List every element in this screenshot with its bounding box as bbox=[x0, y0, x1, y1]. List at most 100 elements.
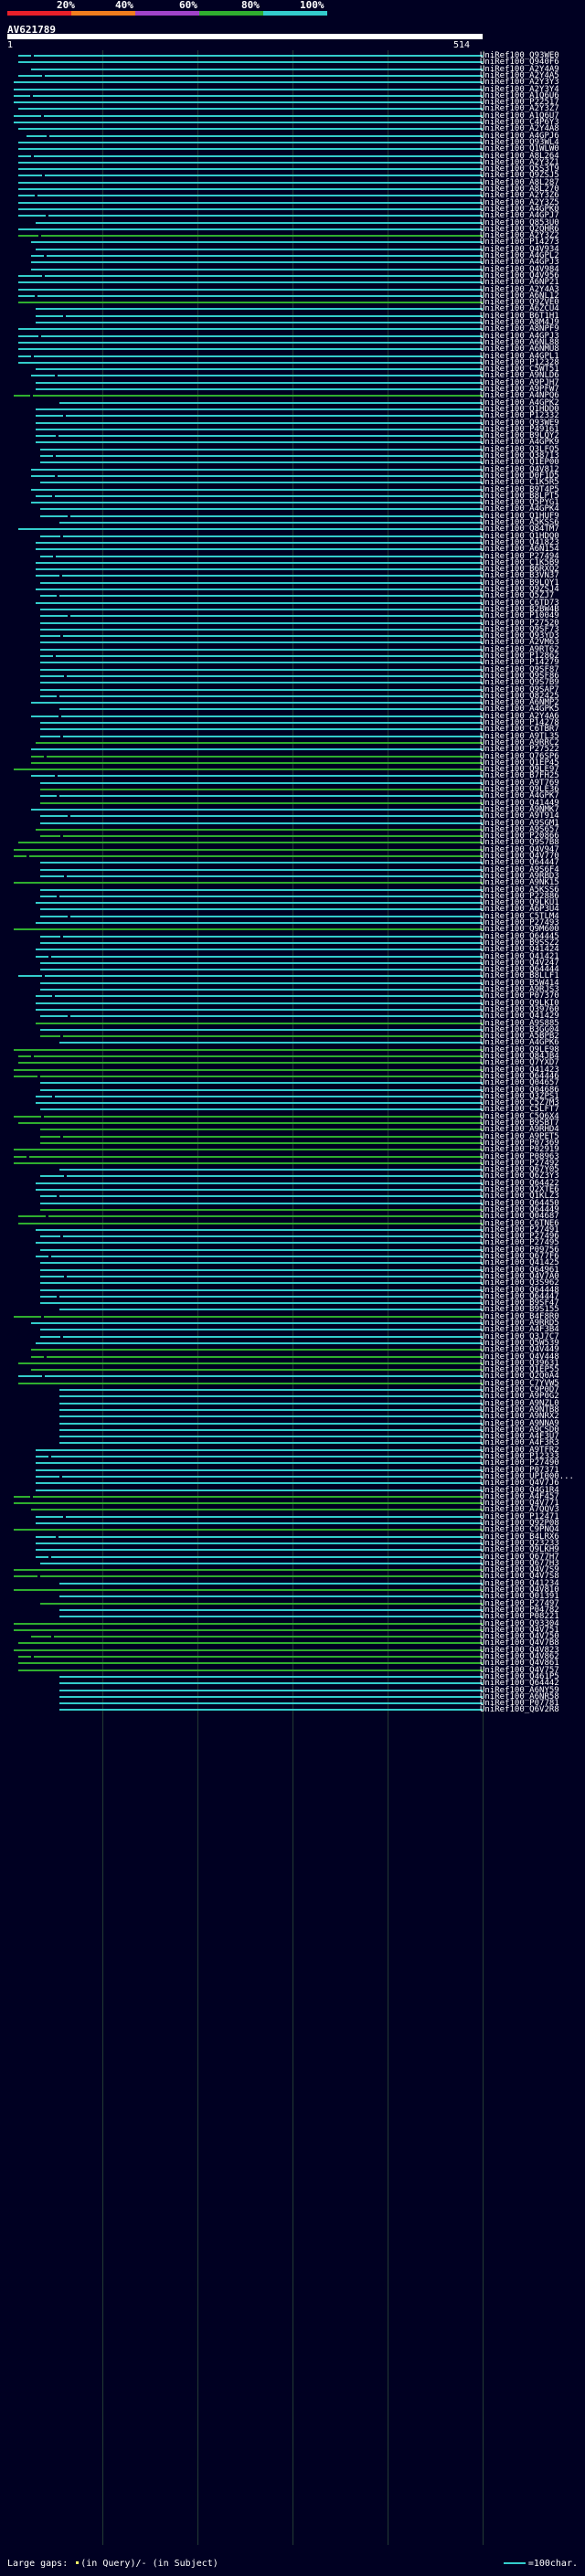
hit-line[interactable] bbox=[36, 1462, 483, 1465]
hit-label[interactable]: UniRef100_P07370 bbox=[480, 991, 559, 1002]
hit-label[interactable]: UniRef100_B9LQY1 bbox=[480, 578, 559, 588]
hit-label[interactable]: UniRef100_P07781 bbox=[480, 1699, 559, 1709]
hit-label[interactable]: UniRef100_Q93YD3 bbox=[480, 631, 559, 641]
hit-label[interactable]: UniRef100_A6NR58 bbox=[480, 1691, 559, 1701]
hit-label[interactable]: UniRef100_C1K5B9 bbox=[480, 557, 559, 567]
hit-line[interactable] bbox=[36, 1008, 483, 1011]
hit-label[interactable]: UniRef100_Q7YXD7 bbox=[480, 1058, 559, 1068]
hit-line[interactable] bbox=[36, 1468, 483, 1471]
hit-line[interactable] bbox=[36, 314, 483, 317]
hit-label[interactable]: UniRef100_P12332 bbox=[480, 411, 559, 421]
hit-label[interactable]: UniRef100_C6TBR7 bbox=[480, 725, 559, 735]
hit-label[interactable]: UniRef100_A4GPK4 bbox=[480, 504, 559, 514]
hit-line[interactable] bbox=[36, 588, 483, 590]
hit-line[interactable] bbox=[40, 1268, 483, 1271]
hit-line[interactable] bbox=[31, 255, 483, 257]
hit-line[interactable] bbox=[31, 1509, 483, 1511]
hit-line[interactable] bbox=[40, 1088, 483, 1091]
hit-label[interactable]: UniRef100_A5KSS6 bbox=[480, 885, 559, 895]
hit-line[interactable] bbox=[36, 381, 483, 384]
hit-line[interactable] bbox=[18, 181, 483, 184]
hit-line[interactable] bbox=[40, 888, 483, 891]
hit-line[interactable] bbox=[18, 288, 483, 291]
hit-label[interactable]: UniRef100_P10049 bbox=[480, 611, 559, 621]
hit-line[interactable] bbox=[40, 961, 483, 964]
hit-label[interactable]: UniRef100_Q1KLZ3 bbox=[480, 1192, 559, 1202]
hit-line[interactable] bbox=[36, 568, 483, 571]
hit-line[interactable] bbox=[36, 388, 483, 390]
hit-label[interactable]: UniRef100_Q4V449 bbox=[480, 1345, 559, 1355]
hit-label[interactable]: UniRef100_A4GPK7 bbox=[480, 791, 559, 801]
hit-line[interactable] bbox=[14, 1628, 483, 1631]
hit-label[interactable]: UniRef100_Q2XTE6 bbox=[480, 1185, 559, 1194]
hit-label[interactable]: UniRef100_B8LLF1 bbox=[480, 971, 559, 981]
hit-label[interactable]: UniRef100_C9P0D7 bbox=[480, 1385, 559, 1394]
hit-label[interactable]: UniRef100_P27497 bbox=[480, 1598, 559, 1608]
hit-line[interactable] bbox=[36, 1189, 483, 1191]
hit-line[interactable] bbox=[40, 908, 483, 911]
hit-line[interactable] bbox=[59, 1608, 483, 1611]
hit-line[interactable] bbox=[31, 268, 483, 270]
hit-line[interactable] bbox=[18, 154, 483, 157]
hit-line[interactable] bbox=[18, 1215, 483, 1218]
hit-label[interactable]: UniRef100_Q677H3 bbox=[480, 1558, 559, 1568]
hit-line[interactable] bbox=[36, 408, 483, 410]
hit-line[interactable] bbox=[40, 1175, 483, 1178]
hit-line[interactable] bbox=[31, 468, 483, 471]
hit-line[interactable] bbox=[40, 1562, 483, 1564]
hit-line[interactable] bbox=[18, 334, 483, 337]
hit-line[interactable] bbox=[31, 1636, 483, 1638]
hit-label[interactable]: UniRef100_P14278 bbox=[480, 718, 559, 727]
hit-label[interactable]: UniRef100_Q4V448 bbox=[480, 1352, 559, 1362]
hit-label[interactable]: UniRef100_P22517 bbox=[480, 98, 559, 108]
hit-label[interactable]: UniRef100_Q41423 bbox=[480, 1065, 559, 1075]
hit-label[interactable]: UniRef100_Q3LFQ5 bbox=[480, 444, 559, 454]
hit-line[interactable] bbox=[59, 1309, 483, 1311]
hit-line[interactable] bbox=[14, 1495, 483, 1498]
hit-line[interactable] bbox=[40, 915, 483, 917]
hit-line[interactable] bbox=[40, 682, 483, 684]
hit-line[interactable] bbox=[18, 274, 483, 277]
hit-label[interactable]: UniRef100_Q461P5 bbox=[480, 1671, 559, 1681]
hit-line[interactable] bbox=[14, 1048, 483, 1051]
hit-line[interactable] bbox=[36, 922, 483, 924]
hit-line[interactable] bbox=[40, 1275, 483, 1277]
hit-line[interactable] bbox=[31, 1322, 483, 1324]
hit-line[interactable] bbox=[36, 541, 483, 544]
hit-label[interactable]: UniRef100_Q4V750 bbox=[480, 1632, 559, 1642]
hit-label[interactable]: UniRef100_B9SSZ2 bbox=[480, 938, 559, 948]
hit-line[interactable] bbox=[36, 428, 483, 430]
hit-line[interactable] bbox=[31, 715, 483, 717]
hit-line[interactable] bbox=[18, 148, 483, 151]
hit-line[interactable] bbox=[40, 688, 483, 691]
hit-label[interactable]: UniRef100_Q64446 bbox=[480, 1071, 559, 1081]
hit-label[interactable]: UniRef100_Q4V247 bbox=[480, 958, 559, 968]
hit-line[interactable] bbox=[40, 868, 483, 871]
hit-label[interactable]: UniRef100_Q41429 bbox=[480, 1012, 559, 1022]
hit-line[interactable] bbox=[14, 1115, 483, 1118]
hit-line[interactable] bbox=[36, 248, 483, 250]
hit-label[interactable]: UniRef100_B9S155 bbox=[480, 1305, 559, 1315]
hit-line[interactable] bbox=[36, 1515, 483, 1518]
hit-line[interactable] bbox=[14, 1161, 483, 1164]
hit-label[interactable]: UniRef100_Q38713 bbox=[480, 451, 559, 461]
hit-label[interactable]: UniRef100_P22886 bbox=[480, 891, 559, 901]
hit-label[interactable]: UniRef100_Q1WLW0 bbox=[480, 144, 559, 154]
hit-label[interactable]: UniRef100_C5LFT7 bbox=[480, 1105, 559, 1115]
hit-line[interactable] bbox=[40, 1602, 483, 1605]
hit-line[interactable] bbox=[40, 815, 483, 818]
hit-label[interactable]: UniRef100_A9NLD6 bbox=[480, 371, 559, 381]
hit-line[interactable] bbox=[14, 1068, 483, 1071]
hit-line[interactable] bbox=[14, 1075, 483, 1077]
hit-label[interactable]: UniRef100_A9NNA9 bbox=[480, 1418, 559, 1428]
hit-label[interactable]: UniRef100_Q9ZSJ5 bbox=[480, 171, 559, 181]
hit-label[interactable]: UniRef100_A7QQV3 bbox=[480, 1505, 559, 1515]
hit-line[interactable] bbox=[14, 94, 483, 97]
hit-line[interactable] bbox=[31, 502, 483, 504]
hit-label[interactable]: UniRef100_C7YVW5 bbox=[480, 1378, 559, 1388]
hit-label[interactable]: UniRef100_Q64450 bbox=[480, 1198, 559, 1208]
hit-label[interactable]: UniRef100_UPI000... bbox=[480, 1471, 574, 1481]
hit-line[interactable] bbox=[18, 1656, 483, 1658]
hit-label[interactable]: UniRef100_Q41425 bbox=[480, 1258, 559, 1268]
hit-line[interactable] bbox=[40, 674, 483, 677]
